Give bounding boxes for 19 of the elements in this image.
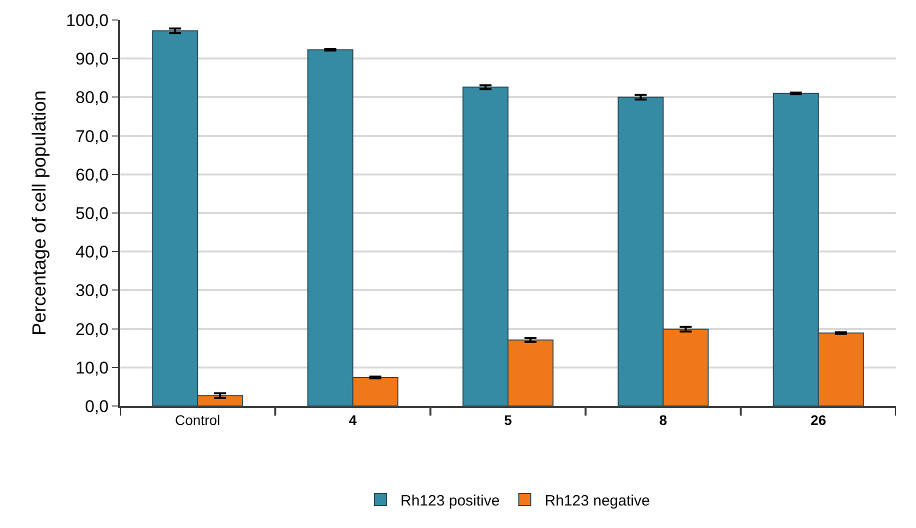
y-tick-label: 20,0: [76, 320, 109, 339]
y-tick-label: 40,0: [76, 242, 109, 262]
y-tick-label: 80,0: [76, 88, 109, 108]
y-tick-label: 100,0: [66, 10, 109, 30]
y-tick-label: 10,0: [76, 358, 109, 378]
legend-label: Rh123 positive: [400, 492, 500, 510]
x-tick-label: 26: [810, 412, 826, 428]
y-axis-title: Percentage of cell population: [29, 90, 50, 336]
y-tick-label: 70,0: [76, 126, 109, 146]
y-tick-label: 60,0: [76, 165, 109, 184]
x-tick-label: 8: [659, 412, 668, 428]
y-tick-label: 90,0: [76, 50, 109, 69]
y-tick-label: 30,0: [76, 281, 109, 300]
legend-label: Rh123 negative: [544, 492, 650, 510]
x-tick-label: 5: [504, 412, 512, 428]
x-tick-label: 4: [348, 412, 357, 428]
y-tick-label: 50,0: [76, 204, 109, 223]
y-tick-label: 0,0: [84, 396, 109, 416]
x-tick-label: Control: [175, 412, 220, 428]
